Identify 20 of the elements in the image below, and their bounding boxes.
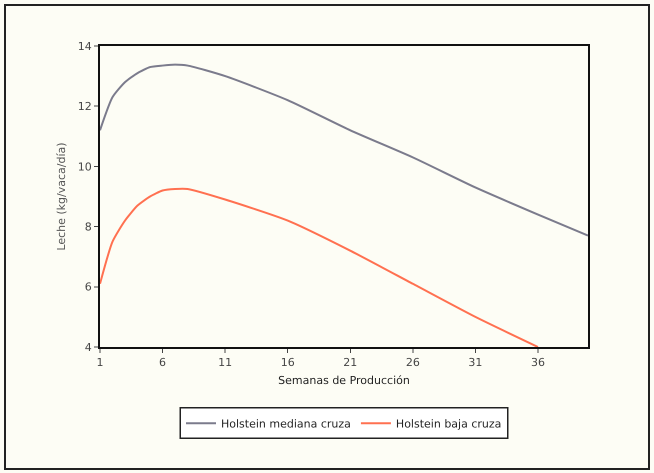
y-tick-label: 12 <box>78 100 92 114</box>
legend-label: Holstein baja cruza <box>396 417 502 430</box>
x-tick-label: 26 <box>406 356 420 370</box>
x-tick-label: 21 <box>343 356 358 370</box>
x-axis-title: Semanas de Producción <box>278 374 410 387</box>
x-tick-label: 6 <box>159 356 166 370</box>
y-tick-label: 14 <box>78 40 92 53</box>
x-tick-label: 16 <box>280 356 295 370</box>
y-tick-label: 10 <box>78 160 92 174</box>
x-tick-label: 1 <box>96 356 104 370</box>
y-tick-label: 6 <box>84 280 92 294</box>
line-series <box>100 188 539 347</box>
y-axis-title: Leche (kg/vaca/día) <box>54 142 68 251</box>
legend-label: Holstein mediana cruza <box>221 417 351 430</box>
line-series <box>100 64 588 237</box>
x-tick-label: 31 <box>468 356 482 370</box>
x-tick-label: 36 <box>530 356 545 370</box>
y-tick-label: 8 <box>84 220 92 234</box>
y-tick-label: 4 <box>84 340 92 354</box>
x-tick-label: 11 <box>218 356 232 370</box>
